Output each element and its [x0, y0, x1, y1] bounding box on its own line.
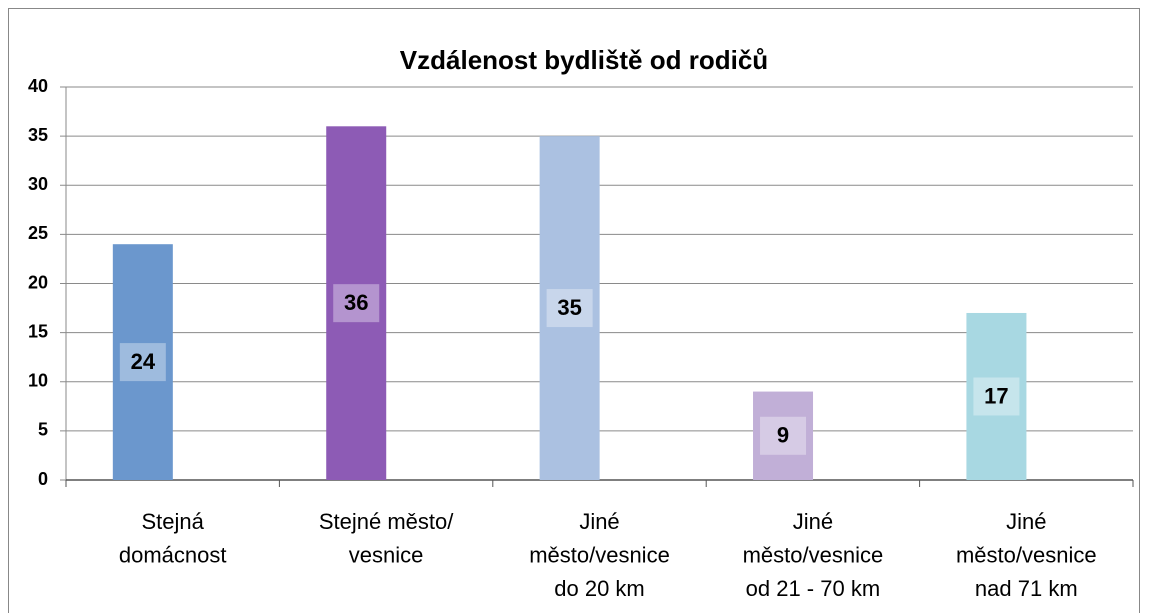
data-label-box: [760, 416, 807, 455]
data-label-box: [333, 284, 380, 323]
bar: [966, 312, 1027, 480]
y-tick-label: 30: [28, 174, 48, 194]
data-label: 17: [984, 383, 1008, 408]
x-tick-label: město/vesnice: [956, 542, 1097, 567]
x-tick-label: Stejné město/: [319, 509, 454, 534]
x-tick-label: vesnice: [349, 542, 424, 567]
y-tick-label: 0: [38, 469, 48, 489]
y-tick-label: 20: [28, 272, 48, 292]
x-tick-label: nad 71 km: [975, 576, 1078, 601]
y-tick-label: 10: [28, 371, 48, 391]
bar: [753, 391, 814, 480]
data-label: 9: [777, 423, 789, 448]
y-tick-label: 40: [28, 76, 48, 96]
y-tick-label: 35: [28, 125, 48, 145]
x-tick-label: Stejná: [142, 509, 205, 534]
x-tick-label: domácnost: [119, 542, 227, 567]
x-tick-label: do 20 km: [554, 576, 645, 601]
data-label: 24: [131, 349, 156, 374]
data-label-box: [119, 343, 166, 382]
x-tick-label: od 21 - 70 km: [746, 576, 881, 601]
x-tick-label: Jiné: [1006, 509, 1046, 534]
y-tick-label: 5: [38, 420, 48, 440]
data-label-box: [973, 377, 1020, 416]
data-label-box: [546, 289, 593, 328]
chart-title: Vzdálenost bydliště od rodičů: [400, 45, 768, 75]
x-tick-label: město/vesnice: [529, 542, 670, 567]
data-label: 36: [344, 290, 368, 315]
data-label: 35: [557, 295, 581, 320]
bar: [539, 136, 600, 480]
x-tick-label: Jiné: [579, 509, 619, 534]
y-tick-label: 15: [28, 321, 48, 341]
x-tick-label: Jiné: [793, 509, 833, 534]
x-tick-label: město/vesnice: [743, 542, 884, 567]
y-tick-label: 25: [28, 223, 48, 243]
bar: [112, 244, 173, 480]
bar: [326, 126, 387, 481]
